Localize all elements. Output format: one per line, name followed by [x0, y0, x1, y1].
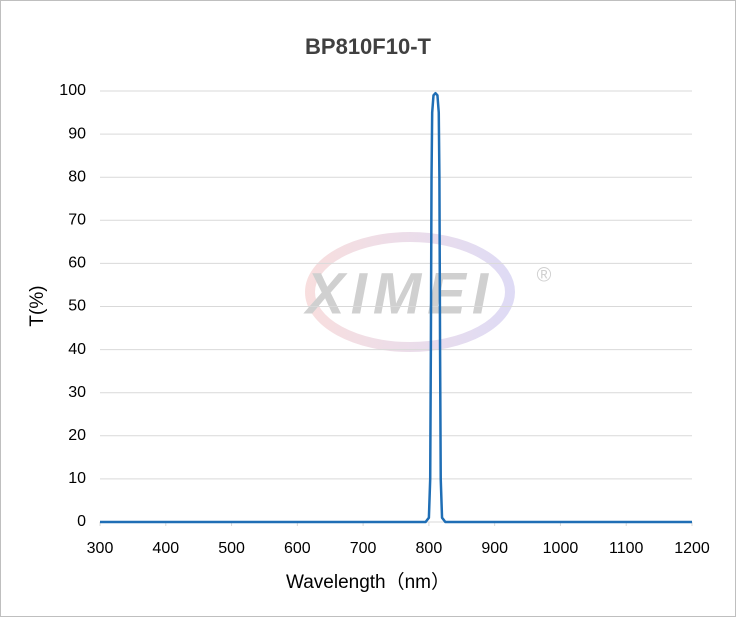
x-tick-label: 900 [481, 540, 508, 557]
watermark-swoosh [305, 232, 515, 352]
x-tick-label: 800 [416, 540, 443, 557]
x-tick-label: 500 [218, 540, 245, 557]
y-tick-label: 80 [68, 168, 86, 185]
y-tick-label: 90 [68, 125, 86, 142]
y-tick-label: 40 [68, 341, 86, 358]
y-tick-label: 100 [59, 82, 86, 99]
y-tick-label: 30 [68, 384, 86, 401]
chart-title: BP810F10-T [305, 34, 432, 59]
series-line [100, 91, 692, 524]
x-tick-label: 700 [350, 540, 377, 557]
y-tick-label: 0 [77, 513, 86, 530]
watermark-mark: ® [537, 264, 552, 286]
x-axis-title: Wavelength（nm） [286, 571, 450, 593]
x-tick-label: 400 [152, 540, 179, 557]
watermark: XIMEI [303, 261, 494, 326]
x-tick-label: 1100 [609, 540, 644, 557]
x-tick-label: 1000 [543, 540, 579, 557]
y-tick-label: 70 [68, 212, 86, 229]
x-tick-label: 600 [284, 540, 311, 557]
y-tick-label: 10 [68, 470, 86, 487]
y-tick-label: 60 [68, 255, 86, 272]
y-tick-label: 50 [68, 298, 86, 315]
x-tick-label: 1200 [674, 540, 710, 557]
y-tick-label: 20 [68, 427, 86, 444]
x-tick-label: 300 [87, 540, 114, 557]
y-axis-title: T(%) [27, 285, 48, 326]
